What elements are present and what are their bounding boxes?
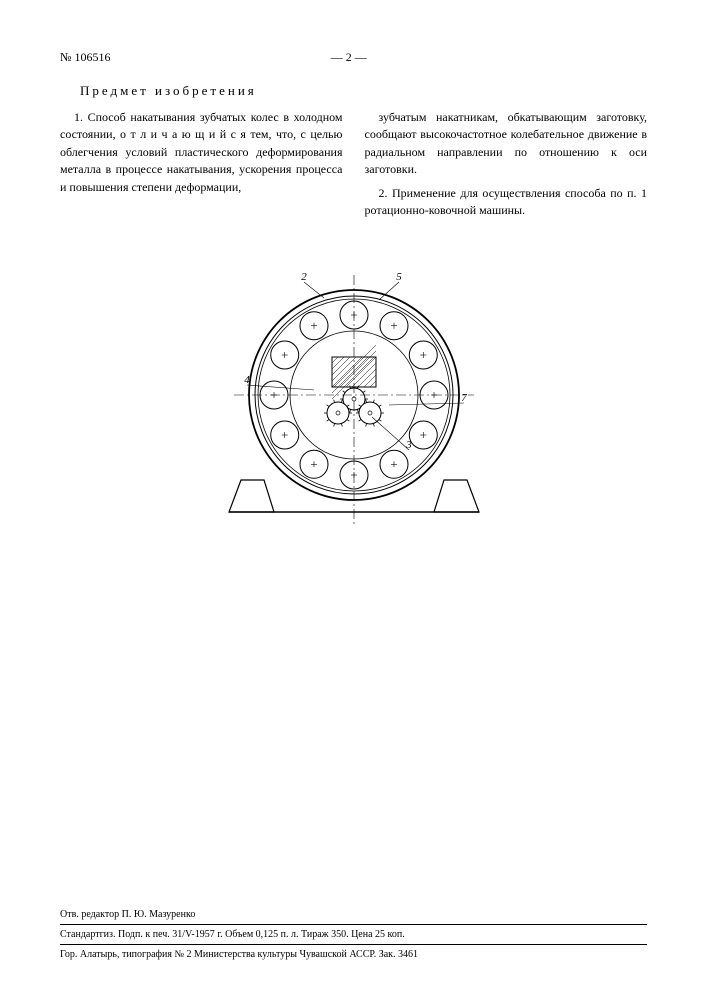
left-column: 1. Способ накатывания зубчатых колес в х… — [60, 109, 343, 225]
page: № 106516 — 2 — Предмет изобретения 1. Сп… — [0, 0, 707, 1000]
svg-text:7: 7 — [461, 392, 467, 404]
svg-text:5: 5 — [396, 271, 402, 283]
imprint-line-1: Стандартгиз. Подп. к печ. 31/V-1957 г. О… — [60, 929, 647, 940]
claim-2: 2. Применение для осуществления способа … — [365, 185, 648, 220]
svg-text:4: 4 — [244, 374, 250, 386]
claim-1-part2: зубчатым накатникам, обкатывающим загото… — [365, 109, 648, 179]
figure: 2 5 4 7 3 — [60, 255, 647, 555]
svg-text:3: 3 — [405, 439, 412, 451]
header-spacer — [587, 50, 647, 65]
footer: Отв. редактор П. Ю. Мазуренко Стандартги… — [60, 909, 647, 960]
imprint-line-2: Гор. Алатырь, типография № 2 Министерств… — [60, 949, 647, 960]
right-column: зубчатым накатникам, обкатывающим загото… — [365, 109, 648, 225]
section-title: Предмет изобретения — [60, 83, 647, 99]
header-row: № 106516 — 2 — — [60, 50, 647, 65]
patent-number: № 106516 — [60, 50, 110, 65]
footer-rule-2 — [60, 944, 647, 945]
svg-text:2: 2 — [301, 271, 307, 283]
machine-diagram: 2 5 4 7 3 — [194, 255, 514, 555]
claim-1-part1: 1. Способ накатывания зубчатых колес в х… — [60, 109, 343, 196]
body-text: 1. Способ накатывания зубчатых колес в х… — [60, 109, 647, 225]
page-number: — 2 — — [110, 50, 587, 65]
footer-rule-1 — [60, 924, 647, 925]
editor-line: Отв. редактор П. Ю. Мазуренко — [60, 909, 647, 920]
